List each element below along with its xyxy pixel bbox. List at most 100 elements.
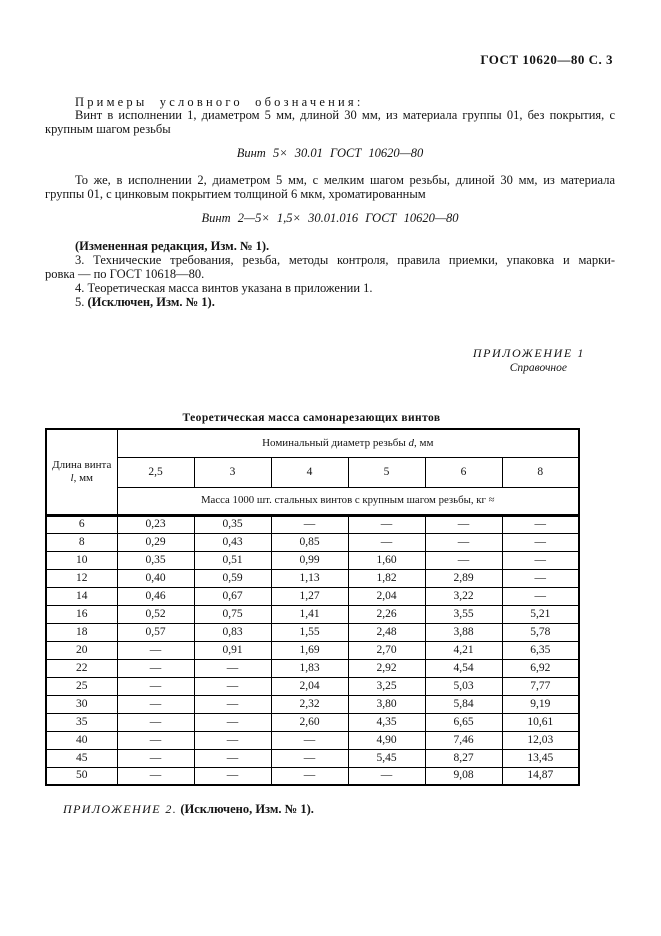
mass-cell: — [270,748,349,768]
mass-cell: 2,04 [270,676,349,696]
appendix-2-note: (Исключено, Изм. № 1). [177,802,314,816]
mass-cell: 7,46 [424,730,503,750]
mass-cell: 3,25 [347,676,426,696]
mass-cell: 0,46 [116,586,195,606]
mass-cell: 4,21 [424,640,503,660]
length-cell: 30 [45,694,118,714]
mass-cell: — [501,568,580,588]
table-row: 10 0,35 0,51 0,99 1,60— — [45,550,580,570]
table-row: 35— —2,60 4,35 6,65 10,61 [45,712,580,732]
mass-cell: — [424,532,503,552]
amended-revision-note: (Измененная редакция, Изм. № 1). [75,239,270,253]
diameter-group-header: Номинальный диаметр резьбы d, мм [116,428,580,458]
mass-cell: — [193,766,272,786]
mass-cell: 0,29 [116,532,195,552]
length-column-header: Длина винта l, мм [45,428,118,517]
mass-cell: — [270,766,349,786]
examples-heading: Примеры условного обозначения: [75,95,364,109]
mass-cell: 1,55 [270,622,349,642]
mass-cell: 2,48 [347,622,426,642]
mass-cell: 9,19 [501,694,580,714]
paragraph-line: То же, в исполнении 2, диаметром 5 мм, с… [75,173,615,187]
mass-cell: 0,75 [193,604,272,624]
table-title: Теоретическая масса самонарезающих винто… [182,412,441,424]
length-cell: 40 [45,730,118,750]
diameter-header-unit: , мм [413,436,434,449]
length-cell: 10 [45,550,118,570]
mass-cell: 14,87 [501,766,580,786]
mass-cell: 3,88 [424,622,503,642]
table-row: 18 0,57 0,83 1,55 2,48 3,88 5,78 [45,622,580,642]
length-cell: 6 [45,514,118,534]
mass-cell: — [501,514,580,534]
mass-cell: — [193,730,272,750]
mass-cell: 2,32 [270,694,349,714]
mass-cell: — [116,748,195,768]
mass-cell: 1,82 [347,568,426,588]
table-row: 40— — —4,90 7,46 12,03 [45,730,580,750]
table-row: 12 0,40 0,59 1,13 1,82 2,89— [45,568,580,588]
length-cell: 8 [45,532,118,552]
example2-paragraph: То же, в исполнении 2, диаметром 5 мм, с… [45,173,615,201]
length-cell: 12 [45,568,118,588]
mass-cell: 5,78 [501,622,580,642]
mass-table-body: 6 0,23 0,35— — — —8 0,29 0,43 0,85— — —10 0,35 0,51 0… [45,514,580,786]
mass-cell: 0,57 [116,622,195,642]
diameter-value: 6 [424,456,503,488]
mass-cell: 5,84 [424,694,503,714]
mass-cell: — [116,712,195,732]
diameter-value: 8 [501,456,580,488]
mass-cell: 2,89 [424,568,503,588]
length-cell: 14 [45,586,118,606]
clause-3-line-1: 3. Технические требования, резьба, метод… [75,253,615,267]
length-cell: 18 [45,622,118,642]
diameter-value: 2,5 [116,456,195,488]
length-cell: 45 [45,748,118,768]
mass-cell: 0,51 [193,550,272,570]
clause-3-line-2: ровка — по ГОСТ 10618—80. [45,267,205,281]
table-row: 45— — —5,45 8,27 13,45 [45,748,580,768]
diameter-header-symbol: d [408,436,414,449]
mass-cell: — [270,730,349,750]
mass-cell: 0,23 [116,514,195,534]
mass-cell: 8,27 [424,748,503,768]
mass-cell: — [424,514,503,534]
length-cell: 22 [45,658,118,678]
table-row: 30— —2,32 3,80 5,84 9,19 [45,694,580,714]
mass-cell: 6,35 [501,640,580,660]
length-cell: 35 [45,712,118,732]
mass-cell: 0,59 [193,568,272,588]
mass-cell: — [270,514,349,534]
mass-table: Длина винта l, мм Номинальный диаметр ре… [45,428,580,786]
mass-cell: 4,54 [424,658,503,678]
mass-cell: 1,27 [270,586,349,606]
clause-4: 4. Теоретическая масса винтов указана в … [75,281,373,295]
mass-cell: 0,67 [193,586,272,606]
mass-cell: — [193,676,272,696]
mass-cell: 10,61 [501,712,580,732]
mass-cell: 1,83 [270,658,349,678]
mass-cell: — [347,766,426,786]
mass-cell: 13,45 [501,748,580,768]
mass-cell: 2,04 [347,586,426,606]
appendix-1-label: ПРИЛОЖЕНИЕ 1 [472,346,585,360]
mass-cell: — [501,586,580,606]
mass-cell: 4,90 [347,730,426,750]
clause-5: 5. (Исключен, Изм. № 1). [75,295,615,309]
table-row: 25— —2,04 3,25 5,03 7,77 [45,676,580,696]
mass-cell: 7,77 [501,676,580,696]
mass-group-header: Масса 1000 шт. стальных винтов с крупным… [116,486,580,517]
appendix-1-subtitle: Справочное [509,362,567,374]
appendix-2-line: ПРИЛОЖЕНИЕ 2. (Исключено, Изм. № 1). [63,802,623,816]
mass-cell: — [116,640,195,660]
mass-cell: 6,92 [501,658,580,678]
table-row: 22— —1,83 2,92 4,54 6,92 [45,658,580,678]
mass-cell: 0,99 [270,550,349,570]
mass-cell: 0,43 [193,532,272,552]
mass-cell: 2,92 [347,658,426,678]
mass-cell: — [193,694,272,714]
diameter-header-text: Номинальный диаметр резьбы [262,436,409,449]
mass-cell: — [116,676,195,696]
mass-cell: 1,69 [270,640,349,660]
